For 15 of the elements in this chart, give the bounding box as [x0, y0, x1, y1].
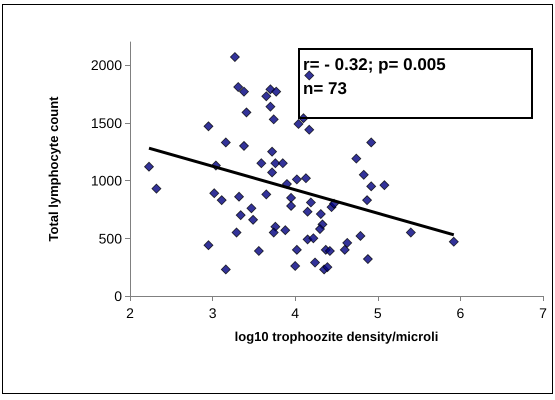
y-tick-label: 0 — [114, 288, 122, 304]
x-tick-label: 5 — [374, 305, 382, 321]
x-tick-label: 7 — [539, 305, 548, 321]
annotation: n= 73 — [303, 79, 347, 98]
annotation: r= - 0.32; p= 0.005 — [303, 55, 446, 74]
y-tick-label: 500 — [98, 230, 122, 246]
y-tick-label: 1000 — [90, 172, 122, 189]
x-tick-label: 3 — [208, 305, 217, 321]
y-tick-label: 2000 — [90, 57, 122, 74]
x-tick-label: 6 — [456, 305, 464, 321]
x-axis-title: log10 trophoozite density/microli — [234, 329, 438, 344]
x-tick-label: 4 — [291, 305, 300, 321]
x-tick-label: 2 — [126, 305, 134, 321]
y-tick-label: 1500 — [90, 114, 122, 131]
y-axis-title: Total lymphocyte count — [46, 96, 61, 242]
